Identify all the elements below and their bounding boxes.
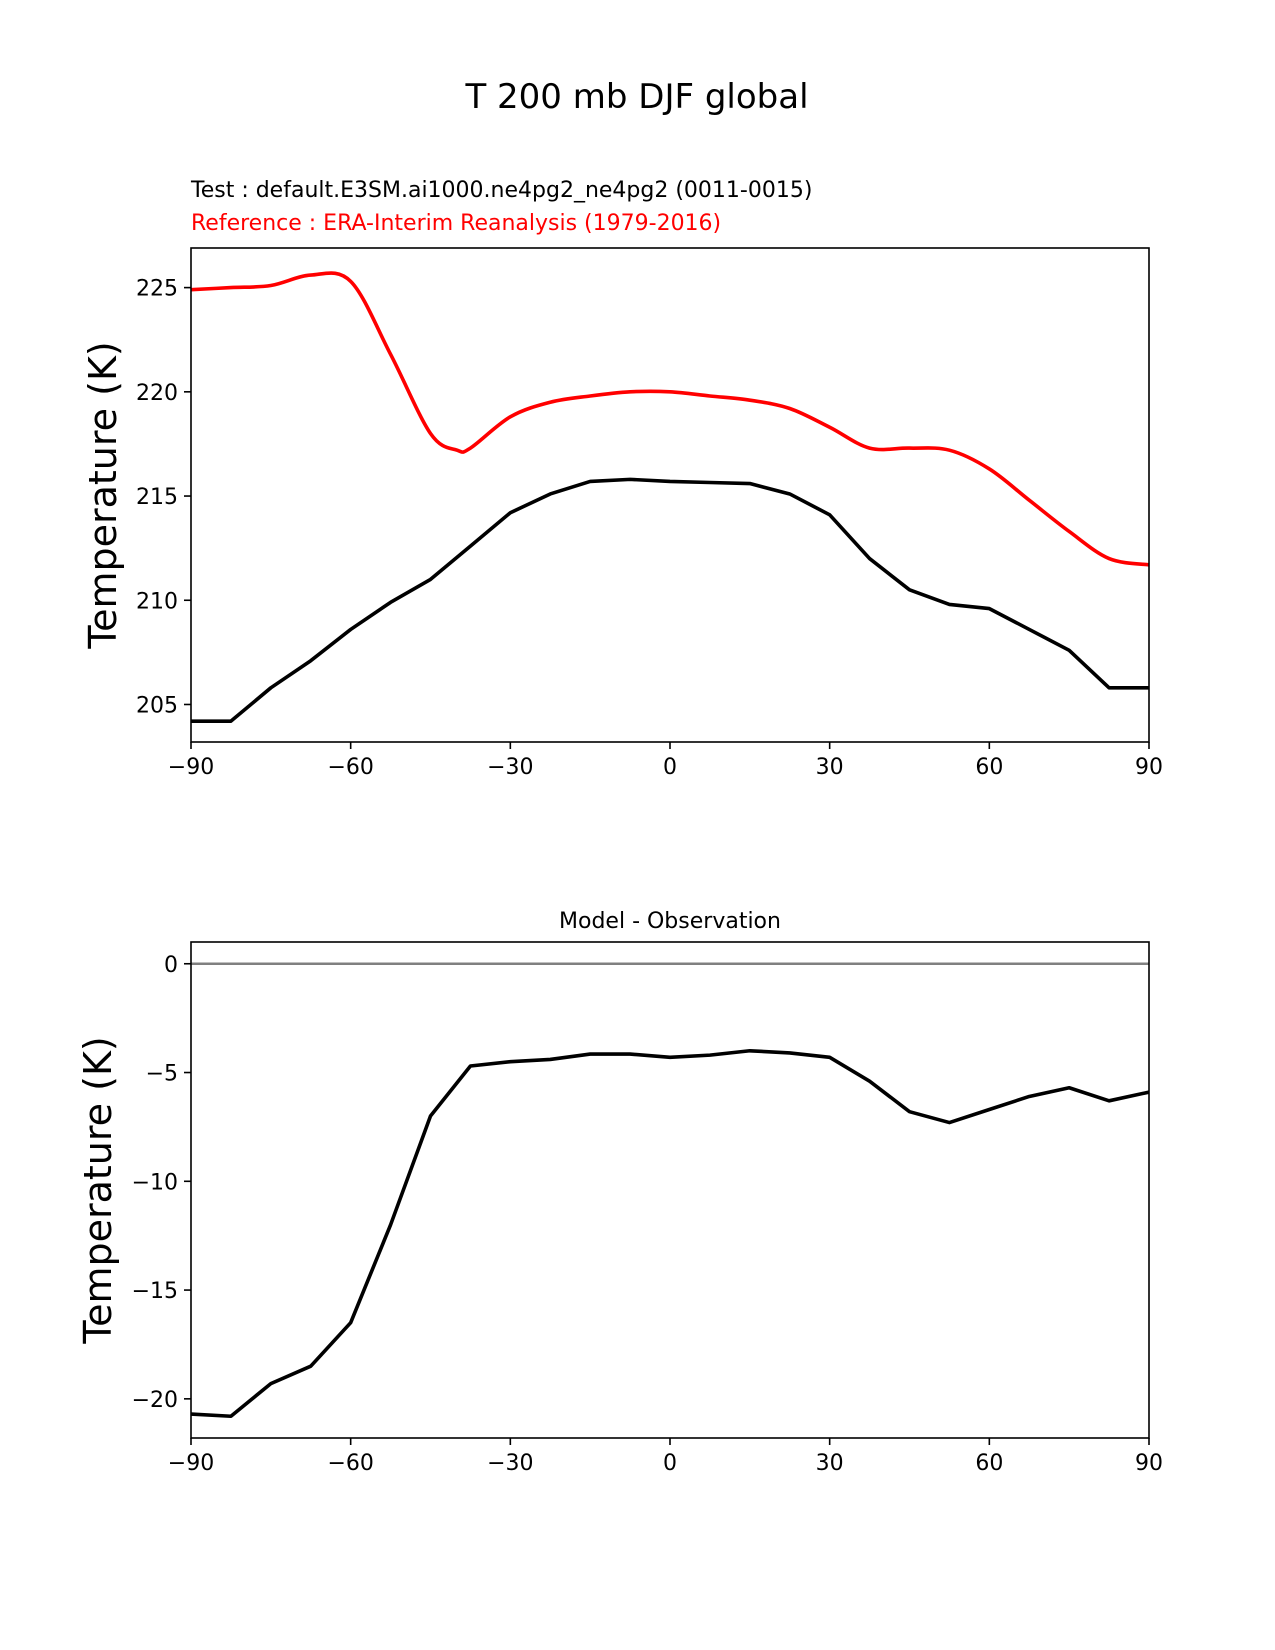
panel-title: Model - Observation [559, 909, 781, 934]
x-tick-label: 30 [816, 755, 844, 780]
y-tick-label: −20 [132, 1388, 178, 1413]
y-axis-label: Temperature (K) [81, 341, 125, 649]
y-axis-label: Temperature (K) [76, 1036, 120, 1344]
y-tick-label: −5 [146, 1062, 178, 1087]
y-tick-label: 220 [136, 381, 178, 406]
x-tick-label: 90 [1135, 1451, 1163, 1476]
y-tick-label: 215 [136, 485, 178, 510]
x-tick-label: 90 [1135, 755, 1163, 780]
y-tick-label: −15 [132, 1279, 178, 1304]
x-tick-label: −90 [168, 755, 214, 780]
x-tick-label: −30 [487, 755, 533, 780]
x-tick-label: −90 [168, 1451, 214, 1476]
x-tick-label: 60 [975, 755, 1003, 780]
difference-panel: Model - Observation Temperature (K) −90 −… [76, 909, 1163, 1476]
x-tick-label: 0 [663, 1451, 677, 1476]
y-tick-label: 0 [164, 953, 178, 978]
y-tick-label: 210 [136, 589, 178, 614]
y-tick-label: 205 [136, 693, 178, 718]
series-line-reference [191, 271, 1149, 567]
x-tick-label: 60 [975, 1451, 1003, 1476]
x-tick-label: −60 [327, 755, 373, 780]
series-line-test [191, 477, 1149, 723]
x-tick-label: −30 [487, 1451, 533, 1476]
plot-frame [190, 247, 1150, 743]
x-tick-label: 0 [663, 755, 677, 780]
x-tick-label: 30 [816, 1451, 844, 1476]
y-tick-label: −10 [132, 1170, 178, 1195]
y-tick-label: 225 [136, 277, 178, 302]
figure-title: T 200 mb DJF global [464, 77, 808, 117]
x-tick-label: −60 [327, 1451, 373, 1476]
series-line-model-observation [191, 1048, 1149, 1419]
reference-vs-test-panel: Test : default.E3SM.ai1000.ne4pg2_ne4pg2… [81, 178, 1163, 780]
test-label: Test : default.E3SM.ai1000.ne4pg2_ne4pg2… [190, 178, 812, 203]
reference-label: Reference : ERA-Interim Reanalysis (1979… [191, 211, 721, 236]
plot-frame [190, 941, 1150, 1439]
